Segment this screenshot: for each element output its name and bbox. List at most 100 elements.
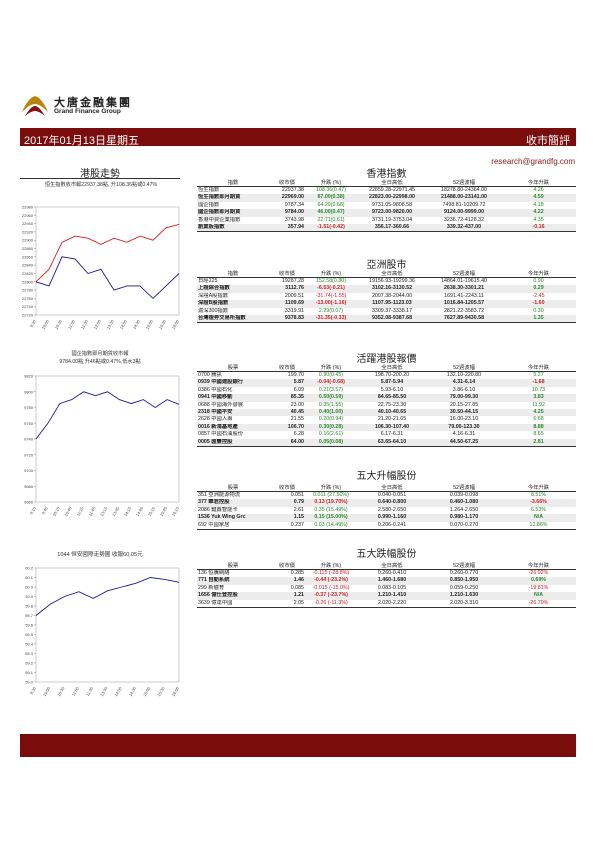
cell-close: 6.28 [293,431,304,438]
hscei-futures-chart: 9660 9680 9700 9720 9740 9760 9780 9800 9820 9:15… [24,374,180,518]
cell-name: 香港中資企業指數 [198,216,241,223]
cell-close: 19287.28 [281,278,304,284]
cell-close: 1.21 [269,592,305,600]
x-tick-label: 14:00 [119,318,129,330]
x-tick-label: 10:45 [63,505,73,517]
cell-close: 5.87 [269,379,305,387]
column-header: 股票 [197,483,269,492]
cell-ytd: -19.81% [528,584,549,591]
cell-name: 299 新體育 [198,584,225,591]
cell-ytd: N/A [501,514,576,522]
cell-range: 198.70-200.20 [374,372,410,378]
cell-ytd: 8.51% [530,492,547,498]
cell-close: 40.45 [269,409,305,417]
cell-range: 2007.38-2044.00 [371,292,413,299]
y-tick-label: 9660 [24,500,34,505]
x-tick-label: 14:45 [135,505,145,517]
cell-chg: -13.00(-1.16) [305,300,357,308]
hscei-futures-caption-1: 國企指數即月期貨收市報 [71,351,129,357]
x-tick-label: 10:15 [51,505,61,517]
y-tick-label: 22780 [22,288,34,293]
cell-ytd: 6.68 [533,416,544,423]
cell-name: 0939 中國建設銀行 [197,379,269,387]
cell-close: 106.70 [269,423,305,432]
y-tick-label: 22880 [22,246,34,251]
logo-mark-icon [22,96,48,116]
cell-range: 5.87-5.94 [357,379,427,387]
column-header: 收市價 [269,269,305,278]
cell-name: 0700 騰訊 [198,372,222,378]
cell-ytd: 4.35 [533,216,544,223]
cell-name: 上證綜合指數 [197,285,269,293]
y-tick-label: 22740 [22,304,34,309]
cell-chg: 0.16(2.61) [318,431,344,438]
cell-range: 3309.37-3338.17 [371,307,413,314]
cell-w52: 2821.22-3583.72 [443,307,485,314]
cell-range: 0.083-0.105 [377,584,407,591]
cell-ytd: -2.45 [532,292,545,299]
cell-name: 滬深300指數 [198,307,229,314]
cell-close: 22937.38 [281,187,304,193]
cell-ytd: 3.83 [501,394,576,402]
x-tick-label: 16:00 [171,685,181,697]
y-tick-label: 22920 [22,229,34,234]
cell-ytd: 1.35 [501,315,576,324]
cell-name: 台灣證券交易所指數 [197,315,269,324]
cell-range: 63.65-64.10 [357,438,427,448]
cell-chg: -0.015 (-15.0%) [312,584,350,591]
cell-w52: 16.00-23.10 [449,416,479,423]
cell-close: 0.051 [290,492,304,498]
cell-close: 64.00 [269,438,305,448]
top-losers-title: 五大跌幅股份 [356,549,417,560]
table-row: 0688 中國海外發展 23.00 0.35(1.55) 22.75-23.30 20.… [197,402,576,409]
asia-markets-title: 亞洲股市 [366,260,407,271]
y-tick-label: 59.8 [25,604,34,609]
column-header: 收市價 [269,363,305,372]
cell-w52: 79.00-99.30 [427,394,501,402]
y-tick-label: 9820 [24,374,34,379]
x-tick-label: 10:30 [56,685,66,697]
cell-ytd: 0.29 [501,285,576,293]
y-tick-label: 22840 [22,263,34,268]
cell-range: 84.65-85.50 [357,394,427,402]
email-link[interactable]: research@grandfg.com [491,157,575,166]
cell-close: 1109.69 [269,300,305,308]
cell-w52: 0.039-0.098 [449,492,479,498]
x-tick-label: 9:45 [41,505,50,515]
cell-w52: 7498.81-10209.72 [442,201,486,208]
x-tick-label: 11:00 [67,318,77,330]
hscei-futures-caption-2: 9784.00點,升46點或0.47%,低水3點 [59,359,141,365]
column-header: 收市價 [269,178,305,187]
hk-indices-table: 指數 收市價 升跌 (%) 全日高低 52週波幅 今年升跌 恆生指數 22937.38 108.… [197,178,576,233]
cell-w52: 20.15-27.85 [449,401,479,408]
column-header: 收市價 [269,561,305,570]
x-tick-label: 9:15 [29,505,38,515]
cell-w52: 4.16-6.31 [452,431,476,438]
cell-range: 9723.00-9820.00 [357,209,427,217]
cell-w52: 9124.00-9999.00 [427,209,501,217]
x-tick-label: 14:30 [132,318,142,330]
y-tick-label: 22760 [22,296,34,301]
table-row: 1656 億仕登控股 1.21 -0.37 (-23.7%) 1.210-1.410 1… [197,592,576,600]
column-header: 52週波幅 [427,561,501,570]
y-tick-label: 9800 [24,389,34,394]
cell-ytd: 4.18 [533,201,544,208]
cell-name: 2318 中國平安 [197,409,269,417]
cell-ytd: -3.66% [501,499,576,507]
cell-range: 2.580-2.650 [377,506,407,513]
cell-range: 0.040-0.051 [377,492,407,498]
x-tick-label: 11:30 [85,685,95,697]
cell-w52: 0.460-1.080 [427,499,501,507]
cell-range: 0.990-1.160 [357,514,427,522]
cell-close: 1.46 [269,577,305,585]
y-tick-label: 59.5 [25,632,34,637]
cell-chg: -0.04(-0.68) [305,379,357,387]
cell-range: 22859.28-22971.45 [369,187,415,193]
y-tick-label: 9680 [24,484,34,489]
cell-range: 5.93-6.10 [380,386,404,393]
cell-name: 2628 中國人壽 [198,416,233,423]
column-header: 52週波幅 [427,483,501,492]
cell-w52: 0.260-0.770 [449,570,479,576]
cell-close: 3743.98 [284,216,304,223]
cell-ytd: 4.25 [501,409,576,417]
